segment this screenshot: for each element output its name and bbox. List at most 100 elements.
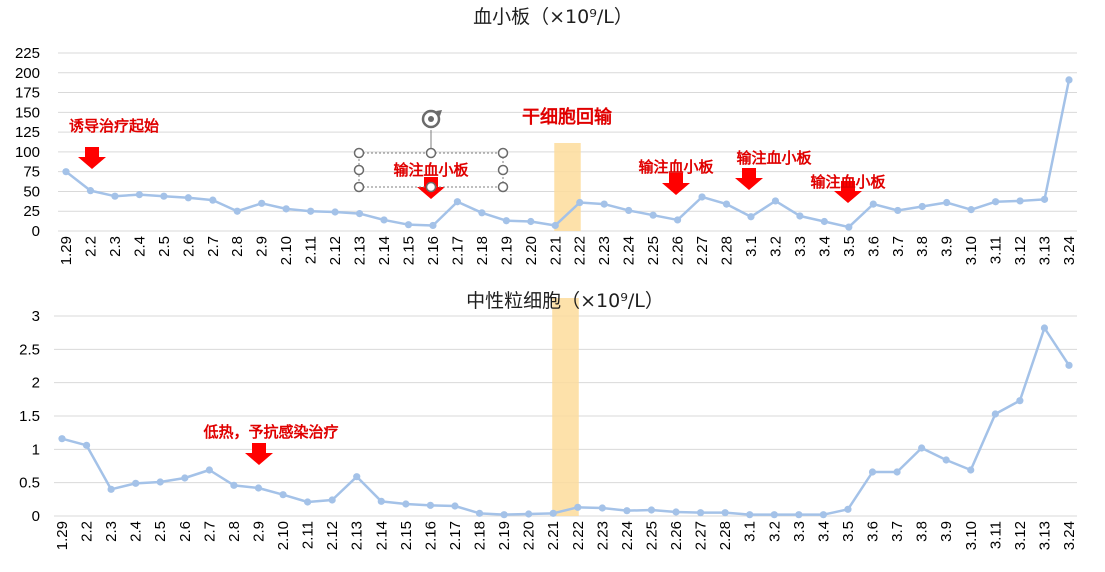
data-point <box>502 217 510 225</box>
data-point <box>1016 197 1024 205</box>
y-tick-label: 150 <box>15 104 40 121</box>
annotation-induction-start: 诱导治疗起始 <box>69 117 159 135</box>
x-tick-label: 3.24 <box>1061 236 1078 265</box>
annotation-arrow-icon <box>735 168 763 190</box>
annotation-arrow-icon <box>662 173 690 195</box>
data-point <box>1065 76 1073 84</box>
data-point <box>574 503 582 511</box>
data-point <box>233 207 241 215</box>
data-point <box>869 200 877 208</box>
x-tick-label: 2.25 <box>645 236 662 265</box>
x-tick-label: 2.8 <box>226 521 243 542</box>
x-tick-label: 3.4 <box>815 521 832 542</box>
x-tick-label: 3.6 <box>865 236 882 257</box>
data-point <box>328 496 336 504</box>
data-point <box>1040 324 1049 332</box>
x-tick-label: 2.8 <box>229 236 246 257</box>
stem-cell-infusion-band <box>552 298 579 516</box>
data-point <box>918 202 926 211</box>
x-tick-label: 2.17 <box>447 521 464 550</box>
x-tick-label: 2.3 <box>107 236 124 257</box>
data-point <box>62 168 70 176</box>
x-tick-label: 2.9 <box>254 236 271 257</box>
x-tick-label: 3.13 <box>1036 521 1053 550</box>
y-tick-label: 2 <box>32 375 40 392</box>
data-point <box>600 200 608 208</box>
x-tick-label: 3.7 <box>890 236 907 257</box>
y-tick-label: 225 <box>15 45 40 62</box>
x-tick-label: 3.5 <box>840 521 857 542</box>
y-tick-label: 100 <box>15 144 40 161</box>
x-tick-label: 2.18 <box>474 236 491 265</box>
x-tick-label: 2.24 <box>621 236 638 265</box>
x-tick-label: 2.17 <box>449 236 466 265</box>
x-tick-label: 3.9 <box>938 521 955 542</box>
data-point <box>475 509 484 517</box>
series-line <box>65 79 1071 229</box>
x-tick-label: 2.24 <box>619 521 636 550</box>
y-tick-label: 75 <box>23 164 40 181</box>
data-point <box>527 217 535 226</box>
y-tick-label: 1 <box>32 441 40 458</box>
data-point <box>258 199 266 207</box>
data-point <box>135 191 143 199</box>
series-line <box>61 326 1071 516</box>
x-tick-label: 3.13 <box>1037 236 1054 265</box>
x-tick-label: 2.14 <box>376 236 393 265</box>
data-point <box>107 485 115 493</box>
x-tick-label: 3.1 <box>742 521 759 542</box>
x-tick-label: 2.19 <box>498 236 515 265</box>
data-point <box>282 205 290 213</box>
x-tick-label: 3.10 <box>963 521 980 550</box>
data-point <box>451 502 459 510</box>
data-point <box>279 491 287 499</box>
y-tick-label: 25 <box>23 203 40 220</box>
y-tick-label: 50 <box>23 183 40 200</box>
data-point <box>771 197 780 205</box>
data-point <box>845 223 853 231</box>
chart-1-title: 血小板（×10⁹/L） <box>473 6 633 28</box>
x-tick-label: 2.9 <box>250 521 267 542</box>
x-tick-label: 3.2 <box>766 521 783 542</box>
y-tick-label: 175 <box>15 85 40 102</box>
annotation-platelet-transfusion-4: 输注血小板 <box>810 173 886 191</box>
data-point <box>304 498 312 506</box>
data-point <box>380 216 388 224</box>
data-point <box>426 501 435 509</box>
x-tick-label: 2.12 <box>327 236 344 265</box>
x-tick-label: 2.16 <box>422 521 439 550</box>
rotate-handle-icon[interactable] <box>421 109 442 129</box>
x-tick-label: 3.4 <box>816 236 833 257</box>
data-point <box>721 509 729 517</box>
chart-2-plot: 0 0.5 1 1.5 2 2.5 3 1.29 2.2 2.3 2.4 2.5 2.6 2.7 2.8 2.… <box>19 298 1078 550</box>
x-tick-label: 2.18 <box>472 521 489 550</box>
data-point <box>992 198 1000 206</box>
data-point <box>991 410 999 418</box>
x-tick-label: 3.3 <box>791 521 808 542</box>
data-point <box>478 209 486 217</box>
x-tick-label: 2.10 <box>278 236 295 265</box>
data-point <box>820 217 828 226</box>
data-point <box>796 212 804 220</box>
x-tick-label: 2.12 <box>324 521 341 550</box>
data-point <box>230 481 238 489</box>
x-tick-label: 1.29 <box>58 236 75 265</box>
y-tick-label: 3 <box>32 308 40 325</box>
data-point <box>404 221 413 229</box>
data-point <box>967 466 975 474</box>
data-point <box>623 507 631 515</box>
data-point <box>453 198 462 206</box>
data-point <box>722 200 731 208</box>
y-tick-label: 0.5 <box>19 475 40 492</box>
x-tick-label: 2.23 <box>596 236 613 265</box>
data-point <box>894 206 902 215</box>
y-tick-label: 200 <box>15 65 40 82</box>
selection-box[interactable] <box>353 130 509 193</box>
x-tick-label: 2.3 <box>103 521 120 542</box>
x-tick-label: 2.19 <box>496 521 513 550</box>
data-point <box>819 511 827 519</box>
x-tick-label: 2.15 <box>398 521 415 550</box>
x-tick-label: 3.1 <box>743 236 760 257</box>
data-point <box>747 213 755 221</box>
data-point <box>86 187 95 195</box>
